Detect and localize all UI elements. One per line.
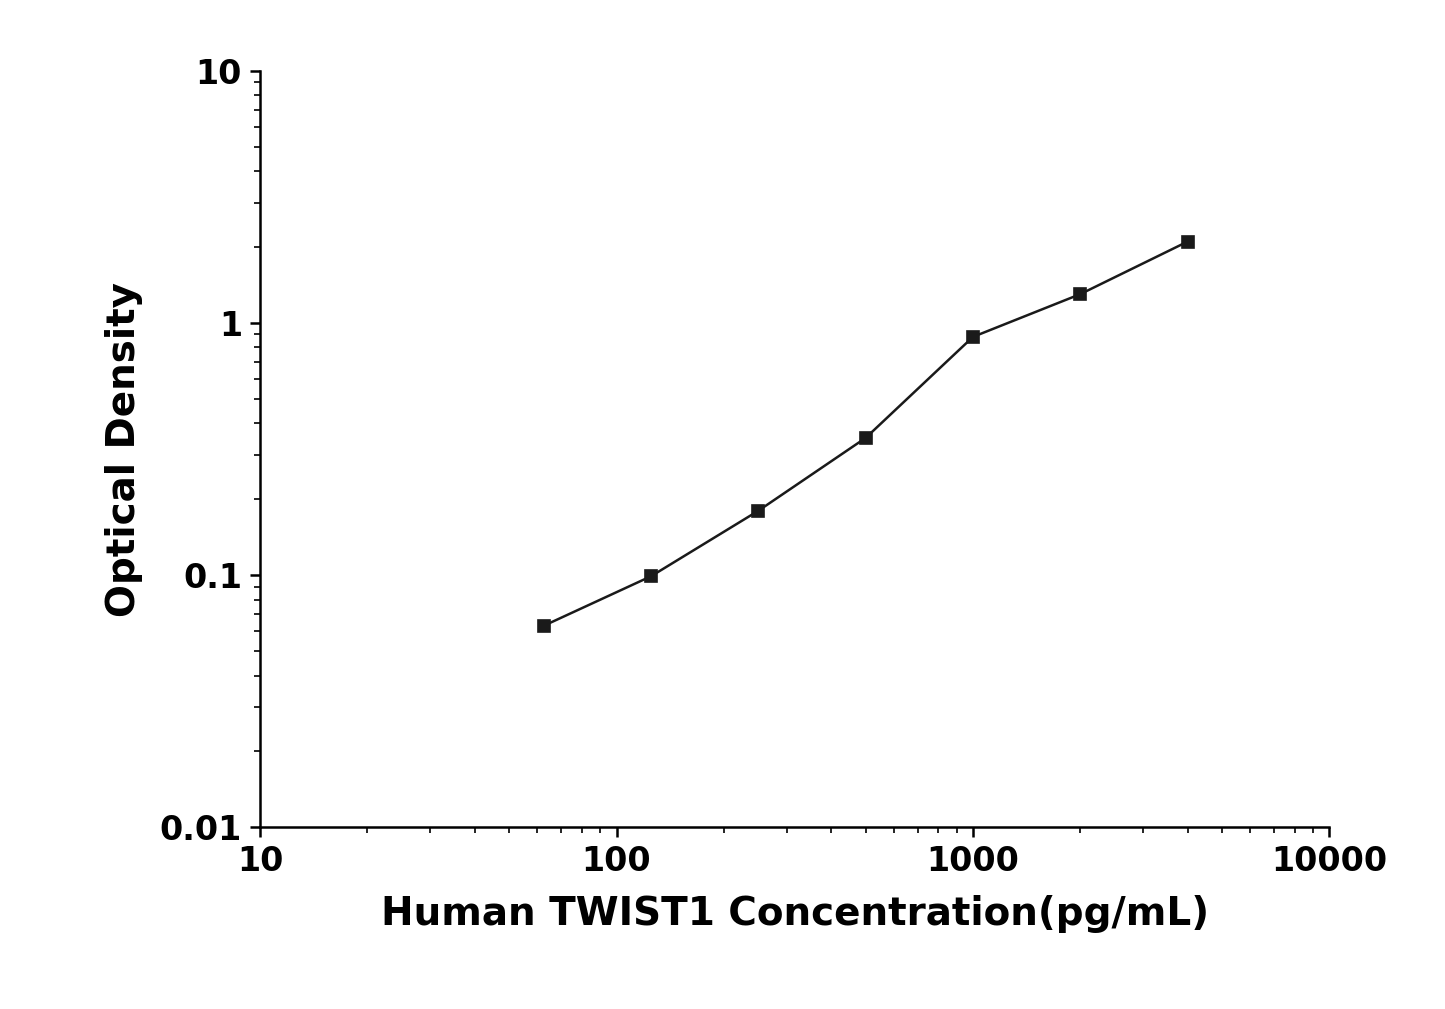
X-axis label: Human TWIST1 Concentration(pg/mL): Human TWIST1 Concentration(pg/mL) xyxy=(380,895,1209,933)
Y-axis label: Optical Density: Optical Density xyxy=(105,282,143,616)
